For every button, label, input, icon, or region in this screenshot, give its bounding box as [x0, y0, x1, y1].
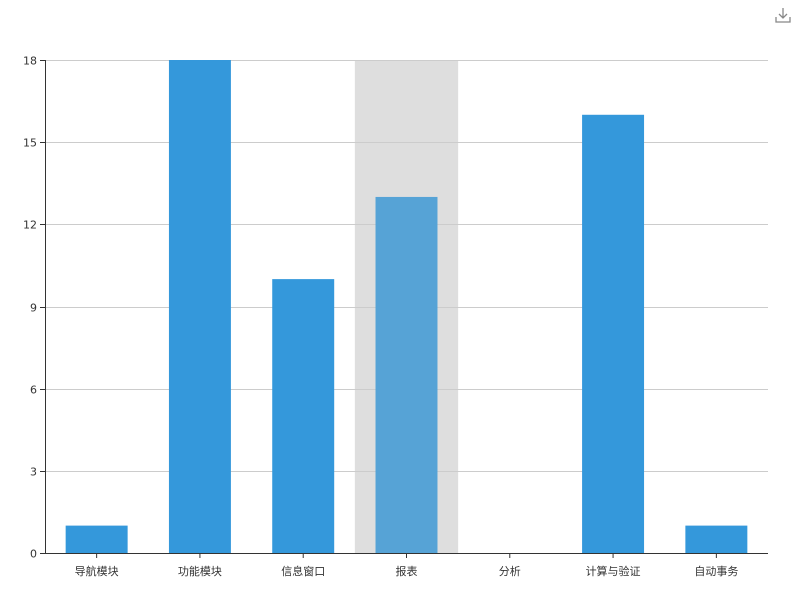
y-tick-label: 15: [23, 137, 37, 150]
y-tick-label: 6: [30, 384, 37, 397]
x-tick-label: 报表: [396, 564, 418, 578]
x-tick-label: 导航模块: [75, 564, 119, 578]
bar-1[interactable]: [168, 60, 231, 553]
x-tick-label: 分析: [499, 564, 521, 578]
bar-6[interactable]: [685, 525, 748, 553]
x-tick-label: 自动事务: [694, 565, 738, 578]
x-tick-label: 计算与验证: [586, 564, 641, 578]
bar-5[interactable]: [582, 114, 645, 554]
x-tick-label: 信息窗口: [281, 564, 325, 578]
y-tick-label: 12: [23, 219, 37, 232]
bar-3[interactable]: [375, 196, 438, 553]
bar-0[interactable]: [65, 525, 128, 553]
y-tick-label: 18: [23, 55, 37, 68]
bar-2[interactable]: [272, 279, 335, 553]
download-icon[interactable]: [774, 6, 792, 24]
x-tick-label: 功能模块: [178, 564, 222, 578]
y-tick-label: 9: [30, 302, 37, 315]
y-tick-label: 0: [30, 548, 37, 561]
y-tick-label: 3: [30, 466, 37, 479]
